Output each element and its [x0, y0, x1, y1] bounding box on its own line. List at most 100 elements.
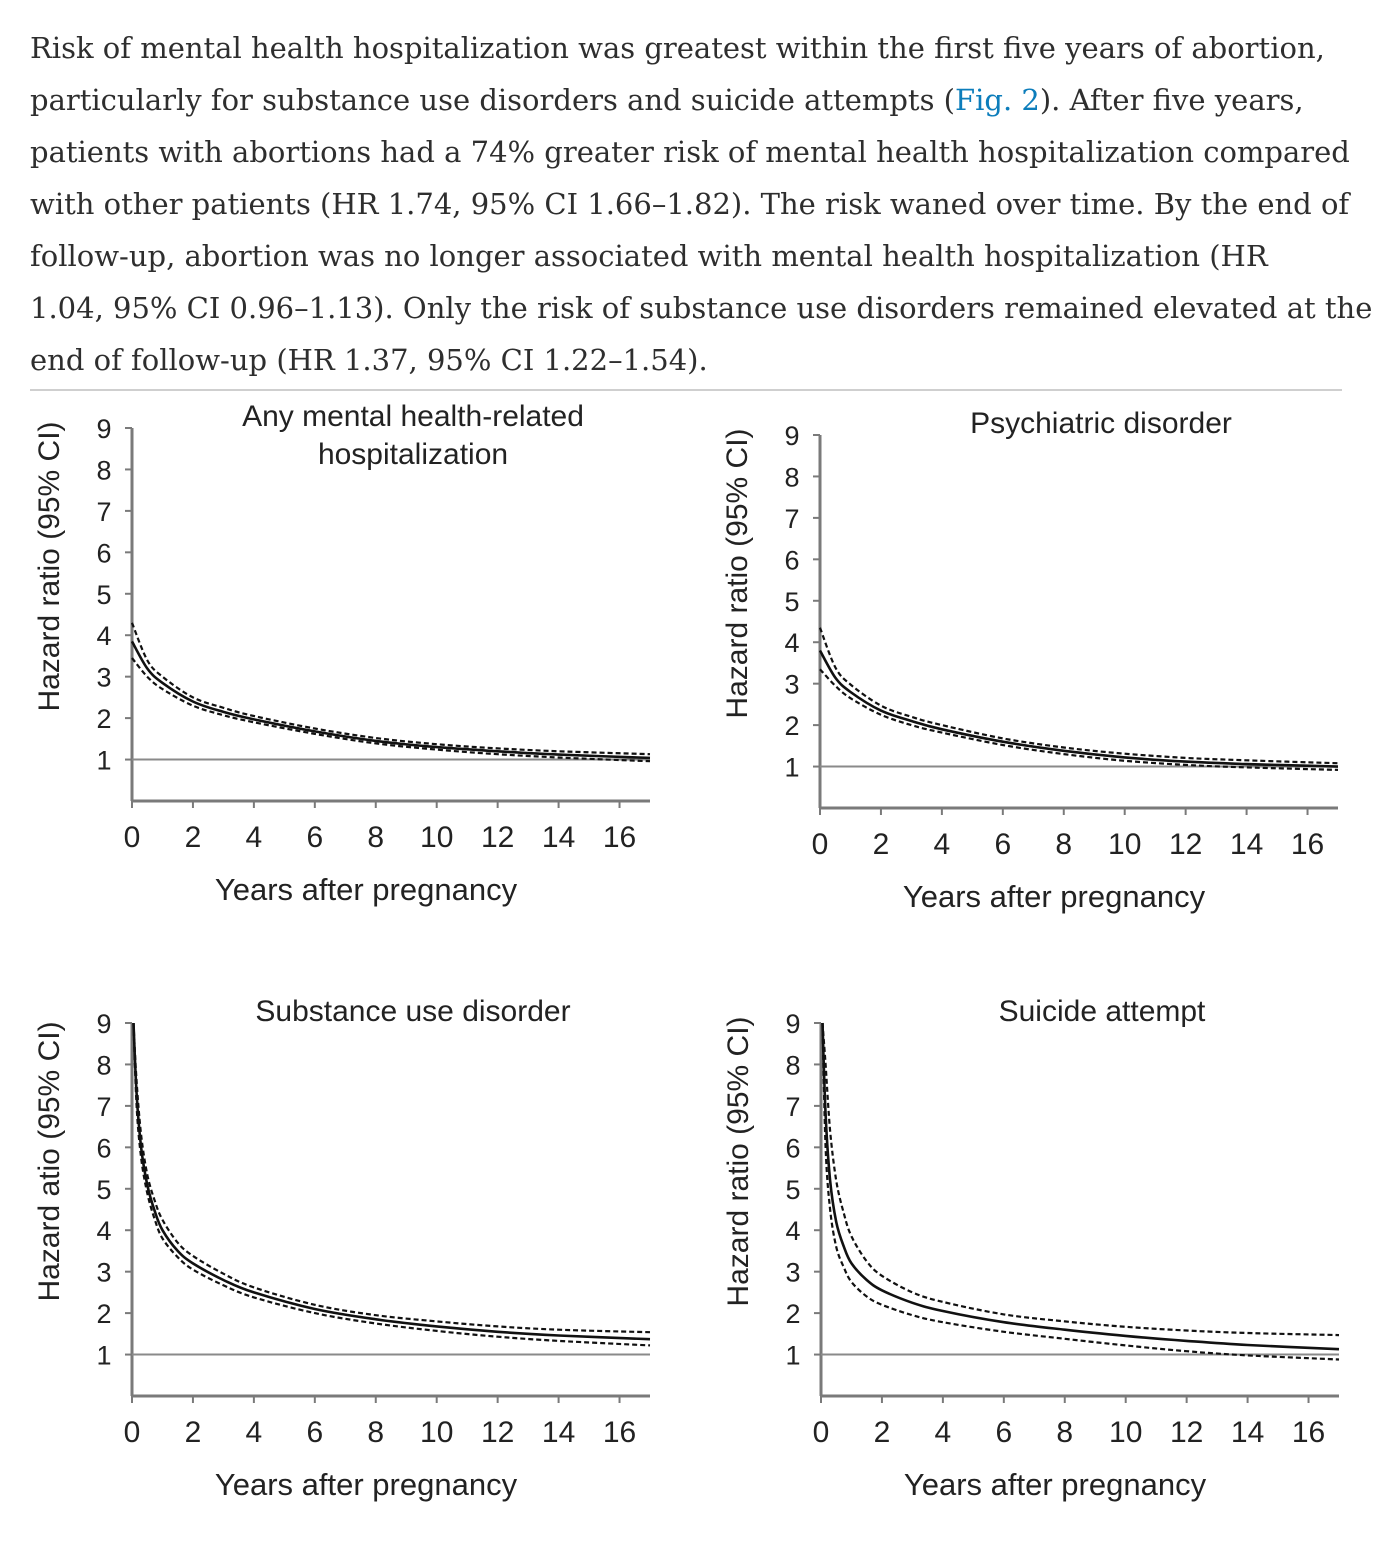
- y-tick-label: 5: [785, 1175, 800, 1205]
- paragraph-line: 1.04, 95% CI 0.96–1.13). Only the risk o…: [30, 291, 1373, 325]
- y-tick-label: 8: [96, 1050, 111, 1080]
- y-tick-label: 7: [96, 1092, 111, 1122]
- ci-bound-line: [131, 657, 651, 763]
- y-tick-label: 8: [785, 1050, 800, 1080]
- x-tick-label: 8: [367, 1416, 384, 1449]
- y-tick-label: 6: [96, 538, 111, 568]
- y-tick-label: 8: [96, 455, 111, 485]
- y-tick-label: 1: [96, 746, 111, 776]
- ci-bound-line: [819, 668, 1339, 771]
- x-axis-label: Years after pregnancy: [904, 1467, 1207, 1502]
- fig-2-link[interactable]: Fig. 2: [955, 83, 1040, 117]
- panel-title: hospitalization: [318, 438, 508, 471]
- x-tick-label: 2: [874, 1416, 891, 1449]
- ci-bound-line: [130, 622, 651, 756]
- y-tick-label: 6: [784, 545, 799, 575]
- x-tick-label: 0: [813, 1416, 830, 1449]
- y-tick-label: 4: [784, 628, 799, 658]
- x-tick-label: 14: [1231, 1416, 1264, 1449]
- y-tick-label: 1: [785, 1341, 800, 1371]
- x-tick-label: 0: [124, 1416, 141, 1449]
- paragraph-line: Risk of mental health hospitalization wa…: [30, 31, 1325, 65]
- x-axis-label: Years after pregnancy: [903, 879, 1206, 914]
- y-tick-label: 7: [785, 1092, 800, 1122]
- x-axis-label: Years after pregnancy: [215, 1467, 518, 1502]
- y-tick-label: 3: [784, 670, 799, 700]
- y-tick-label: 5: [96, 580, 111, 610]
- y-tick-label: 2: [784, 711, 799, 741]
- x-tick-label: 12: [481, 821, 514, 854]
- y-tick-label: 4: [96, 621, 111, 651]
- hazard-ratio-line: [821, 1022, 1340, 1351]
- x-tick-label: 0: [812, 828, 829, 861]
- y-tick-label: 6: [96, 1133, 111, 1163]
- y-tick-label: 7: [96, 497, 111, 527]
- x-tick-label: 2: [185, 821, 202, 854]
- x-tick-label: 8: [367, 821, 384, 854]
- x-tick-label: 0: [124, 821, 141, 854]
- paragraph-line: with other patients (HR 1.74, 95% CI 1.6…: [30, 187, 1350, 221]
- x-tick-label: 2: [185, 1416, 202, 1449]
- paragraph-line: end of follow-up (HR 1.37, 95% CI 1.22–1…: [30, 343, 708, 377]
- x-tick-label: 4: [934, 828, 951, 861]
- panel-title: Substance use disorder: [255, 995, 570, 1028]
- x-tick-label: 14: [542, 1416, 575, 1449]
- x-tick-label: 6: [306, 821, 323, 854]
- ci-bound-line: [821, 1022, 1340, 1361]
- y-tick-label: 3: [96, 1258, 111, 1288]
- paragraph-line: patients with abortions had a 74% greate…: [30, 135, 1350, 169]
- y-tick-label: 8: [784, 462, 799, 492]
- y-tick-label: 2: [96, 1299, 111, 1329]
- y-tick-label: 5: [784, 587, 799, 617]
- x-tick-label: 10: [1108, 828, 1141, 861]
- y-axis-label: Hazard atio (95% CI): [33, 1021, 66, 1301]
- x-tick-label: 14: [542, 821, 575, 854]
- y-tick-label: 1: [96, 1341, 111, 1371]
- x-tick-label: 2: [873, 828, 890, 861]
- x-tick-label: 16: [1292, 1416, 1325, 1449]
- y-tick-label: 9: [785, 1009, 800, 1039]
- y-tick-label: 7: [784, 504, 799, 534]
- x-tick-label: 8: [1056, 1416, 1073, 1449]
- x-tick-label: 12: [481, 1416, 514, 1449]
- x-axis-label: Years after pregnancy: [215, 872, 518, 907]
- x-tick-label: 6: [306, 1416, 323, 1449]
- panel-title: Any mental health-related: [242, 400, 584, 433]
- y-tick-label: 4: [785, 1216, 800, 1246]
- panel-title: Suicide attempt: [999, 995, 1206, 1028]
- x-tick-label: 4: [935, 1416, 952, 1449]
- ci-bound-line: [821, 1022, 1340, 1337]
- x-tick-label: 10: [420, 821, 453, 854]
- ci-bound-line: [132, 1022, 651, 1334]
- paragraph-line: follow-up, abortion was no longer associ…: [30, 239, 1268, 273]
- y-tick-label: 2: [96, 704, 111, 734]
- paragraph-line-part: ). After five years,: [1039, 83, 1304, 117]
- y-tick-label: 3: [785, 1258, 800, 1288]
- y-tick-label: 6: [785, 1133, 800, 1163]
- paragraph-line: particularly for substance use disorders…: [30, 74, 1350, 126]
- x-tick-label: 12: [1170, 1416, 1203, 1449]
- y-axis-label: Hazard ratio (95% CI): [33, 421, 66, 711]
- x-tick-label: 4: [246, 1416, 263, 1449]
- y-tick-label: 2: [785, 1299, 800, 1329]
- article-paragraph: Risk of mental health hospitalization wa…: [30, 22, 1373, 386]
- y-axis-label: Hazard ratio (95% CI): [722, 1016, 755, 1306]
- x-tick-label: 6: [995, 1416, 1012, 1449]
- y-tick-label: 9: [784, 421, 799, 451]
- x-tick-label: 16: [1291, 828, 1324, 861]
- x-tick-label: 6: [994, 828, 1011, 861]
- x-tick-label: 16: [603, 821, 636, 854]
- paragraph-line-part: particularly for substance use disorders…: [30, 83, 955, 117]
- x-tick-label: 12: [1169, 828, 1202, 861]
- x-tick-label: 16: [603, 1416, 636, 1449]
- hazard-ratio-line: [132, 1022, 651, 1341]
- x-tick-label: 14: [1230, 828, 1263, 861]
- y-tick-label: 9: [96, 1009, 111, 1039]
- x-tick-label: 10: [1109, 1416, 1142, 1449]
- y-tick-label: 4: [96, 1216, 111, 1246]
